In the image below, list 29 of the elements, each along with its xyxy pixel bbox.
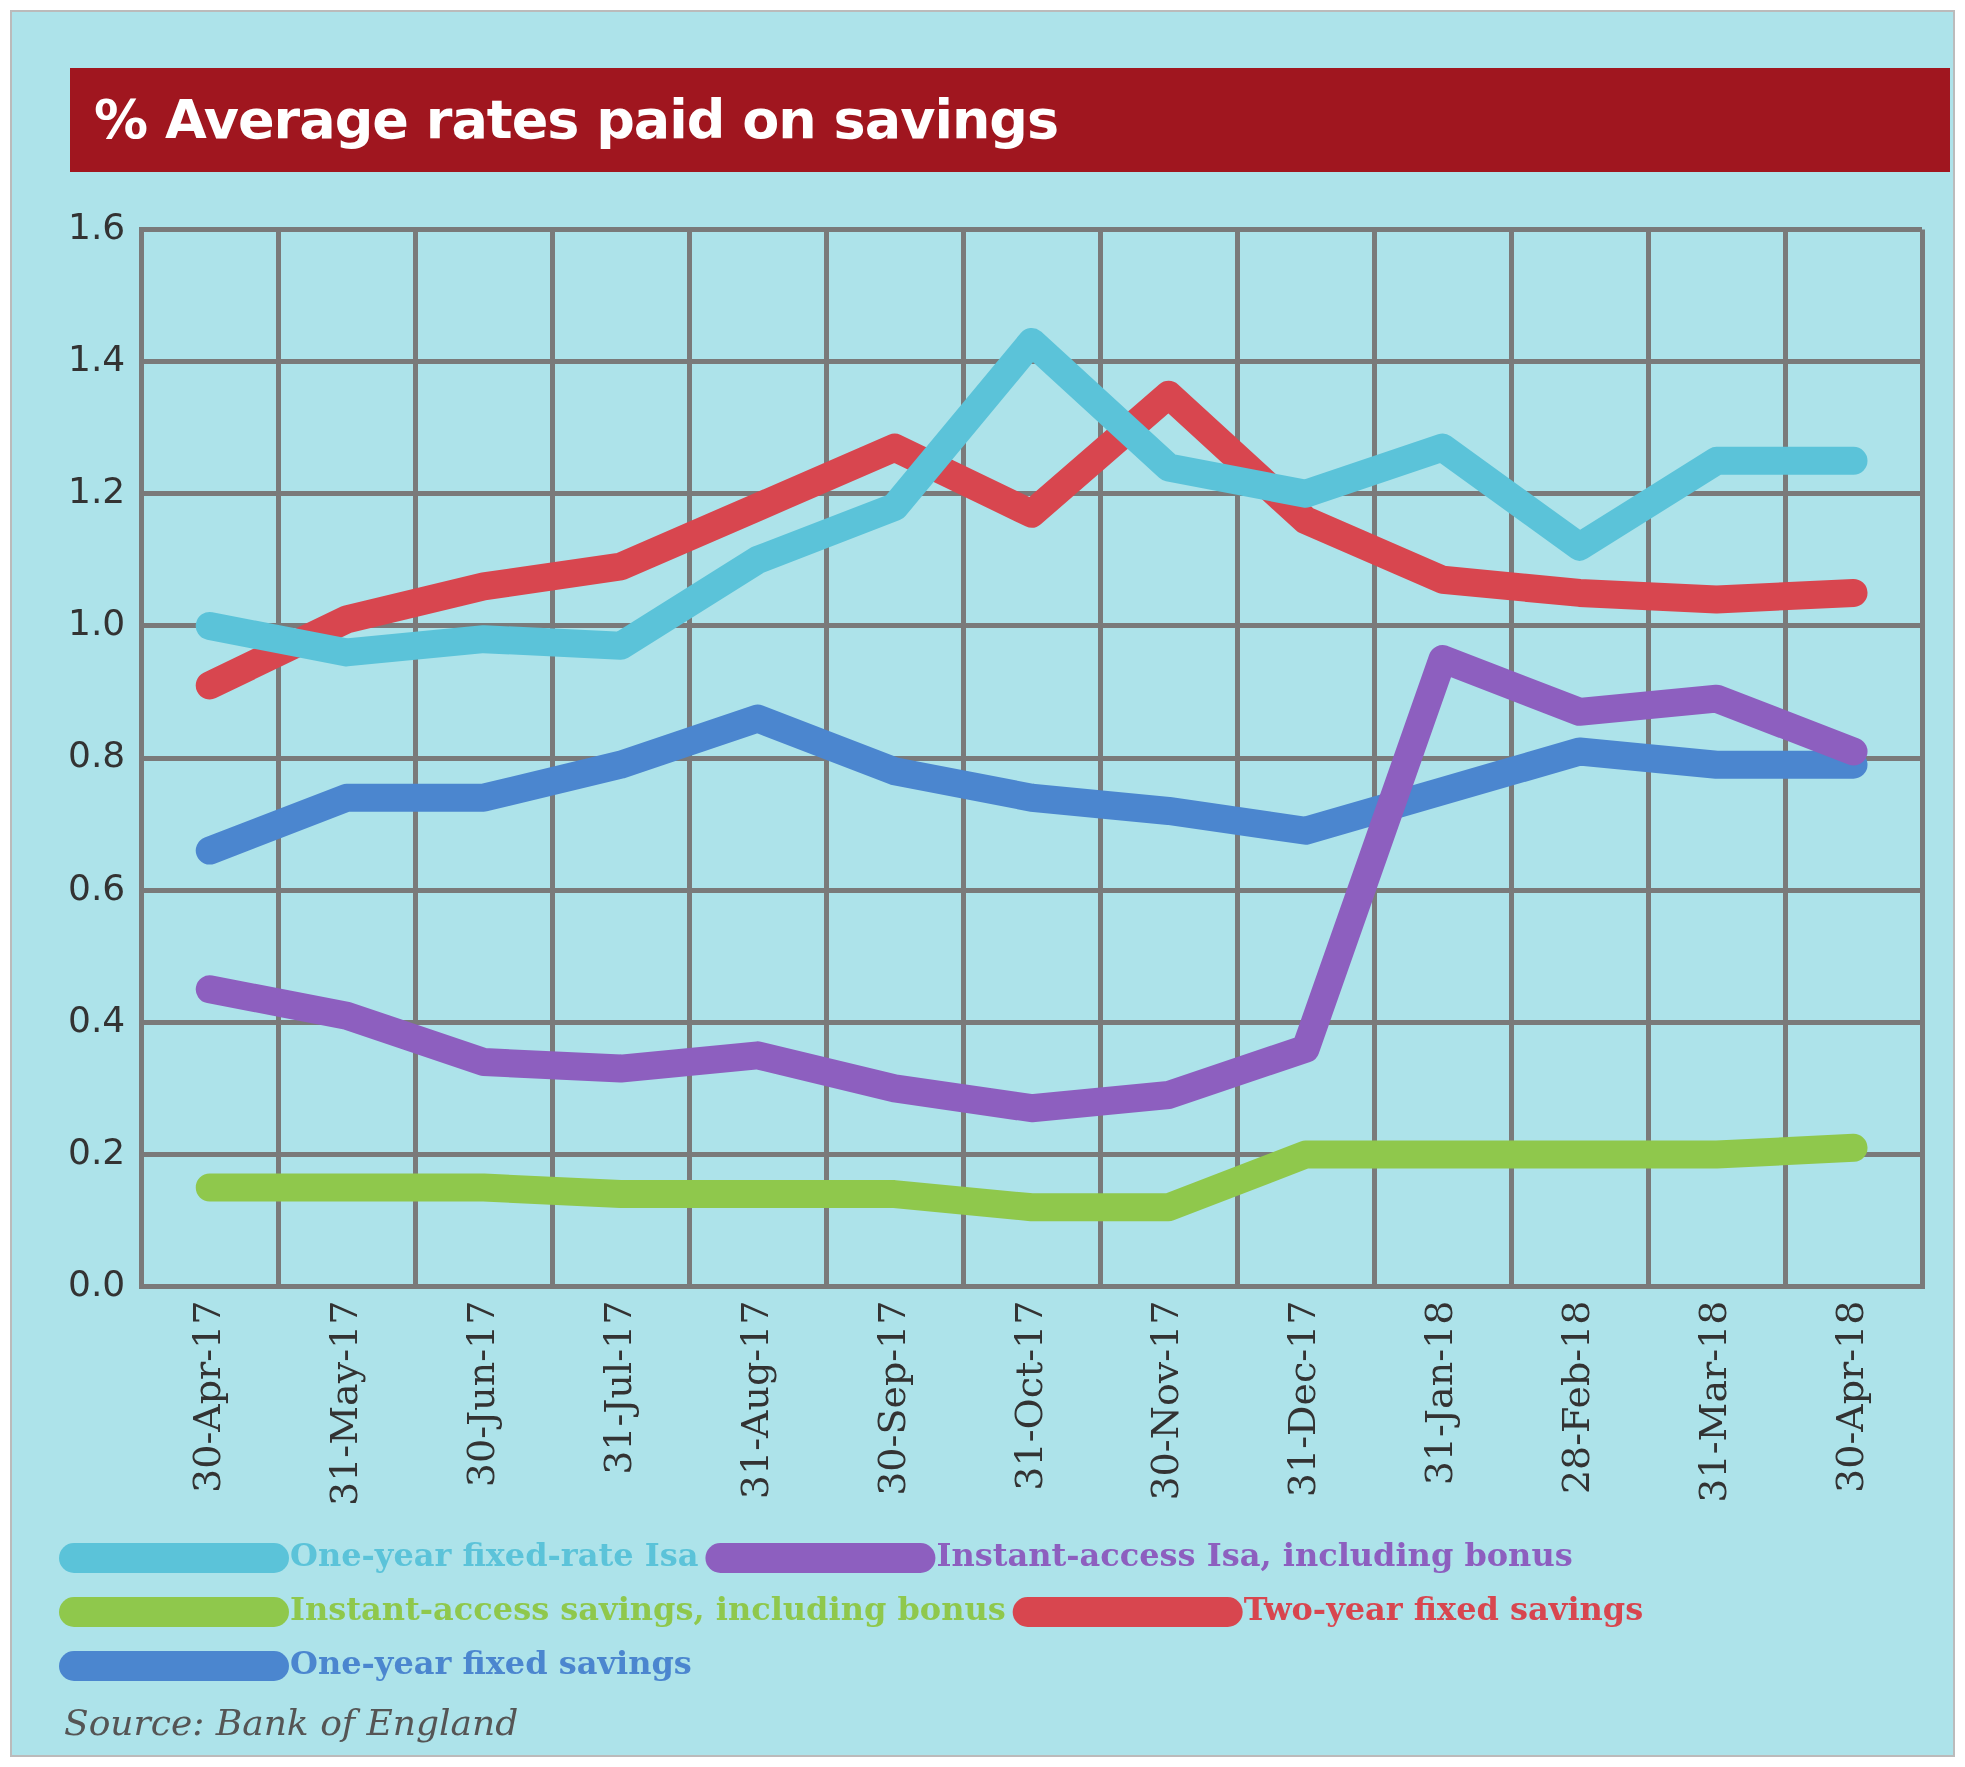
text: One-year fixed savings: [290, 1644, 692, 1683]
y-tick-label: 1.0: [67, 602, 126, 644]
chart-title: % Average rates paid on savings: [70, 68, 1950, 172]
text: Instant-access Isa, including bonus: [936, 1536, 1573, 1575]
y-tick-label: 0.0: [67, 1262, 126, 1304]
text: One-year fixed-rate Isa: [290, 1536, 699, 1575]
x-tick-label: 30-Sep-17: [869, 1300, 914, 1496]
y-tick-label: 0.2: [67, 1130, 126, 1172]
source-note: Source: Bank of England: [64, 1702, 519, 1743]
y-tick-label: 0.6: [67, 866, 126, 908]
y-tick-label: 1.4: [67, 338, 126, 380]
x-tick-label: 31-Dec-17: [1280, 1300, 1325, 1498]
y-tick-label: 0.8: [67, 734, 126, 776]
x-tick-label: 31-May-17: [321, 1300, 366, 1506]
x-tick-label: 31-Aug-17: [732, 1300, 777, 1500]
x-tick-label: 31-Mar-18: [1691, 1300, 1736, 1503]
x-tick-label: 31-Jan-18: [1417, 1300, 1462, 1486]
x-tick-label: 30-Nov-17: [1143, 1300, 1188, 1501]
x-tick-label: 30-Jun-17: [458, 1300, 503, 1488]
y-tick-label: 0.4: [67, 998, 126, 1040]
text: Two-year fixed savings: [1243, 1590, 1644, 1629]
text: Instant-access savings, including bonus: [290, 1590, 1006, 1629]
y-tick-label: 1.2: [67, 470, 126, 512]
x-tick-label: 30-Apr-18: [1828, 1300, 1873, 1493]
x-tick-label: 28-Feb-18: [1554, 1300, 1599, 1495]
x-tick-label: 31-Jul-17: [595, 1300, 640, 1475]
y-tick-label: 1.6: [67, 205, 126, 247]
x-tick-label: 30-Apr-17: [184, 1300, 229, 1493]
x-tick-label: 31-Oct-17: [1006, 1300, 1051, 1491]
